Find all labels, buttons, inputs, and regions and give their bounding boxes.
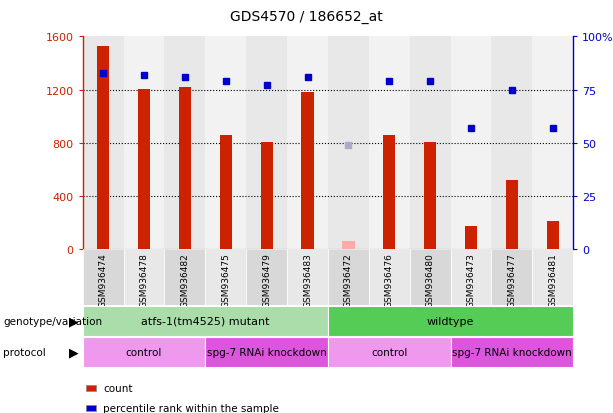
Bar: [246, 37, 287, 250]
Bar: [83, 306, 328, 336]
Bar: [328, 306, 573, 336]
Bar: [97, 47, 109, 250]
Bar: [328, 337, 451, 367]
Bar: [492, 250, 532, 306]
Text: genotype/variation: genotype/variation: [3, 316, 102, 326]
Text: ▶: ▶: [69, 315, 78, 328]
Text: GSM936480: GSM936480: [425, 253, 435, 307]
Text: wildtype: wildtype: [427, 316, 474, 326]
Text: GDS4570 / 186652_at: GDS4570 / 186652_at: [230, 10, 383, 24]
Bar: [451, 337, 573, 367]
Bar: [369, 250, 409, 306]
Text: spg-7 RNAi knockdown: spg-7 RNAi knockdown: [207, 347, 327, 357]
Bar: [302, 93, 314, 250]
Bar: [328, 250, 369, 306]
Bar: [164, 250, 205, 306]
Text: atfs-1(tm4525) mutant: atfs-1(tm4525) mutant: [141, 316, 270, 326]
Bar: [205, 337, 328, 367]
Bar: [261, 142, 273, 250]
Bar: [506, 181, 518, 250]
Bar: [409, 250, 451, 306]
Bar: [532, 250, 573, 306]
Text: spg-7 RNAi knockdown: spg-7 RNAi knockdown: [452, 347, 572, 357]
Text: GSM936473: GSM936473: [466, 253, 476, 307]
Bar: [246, 250, 287, 306]
Text: percentile rank within the sample: percentile rank within the sample: [103, 403, 279, 413]
Text: GSM936472: GSM936472: [344, 253, 353, 307]
Text: control: control: [371, 347, 408, 357]
Text: GSM936478: GSM936478: [140, 253, 148, 307]
Text: GSM936479: GSM936479: [262, 253, 271, 307]
Bar: [532, 37, 573, 250]
Text: GSM936482: GSM936482: [180, 253, 189, 307]
Bar: [424, 142, 436, 250]
Text: count: count: [103, 383, 132, 393]
Bar: [465, 227, 477, 250]
Bar: [451, 250, 492, 306]
Bar: [83, 250, 124, 306]
Bar: [124, 250, 164, 306]
Bar: [83, 337, 205, 367]
Text: GSM936475: GSM936475: [221, 253, 230, 307]
Text: GSM936474: GSM936474: [99, 253, 108, 307]
Text: ▶: ▶: [69, 346, 78, 358]
Bar: [287, 250, 328, 306]
Bar: [138, 90, 150, 250]
Text: GSM936481: GSM936481: [548, 253, 557, 307]
Bar: [219, 135, 232, 250]
Text: GSM936483: GSM936483: [303, 253, 312, 307]
Bar: [383, 135, 395, 250]
Bar: [328, 37, 369, 250]
Bar: [547, 222, 559, 250]
Bar: [369, 37, 409, 250]
Text: protocol: protocol: [3, 347, 46, 357]
Text: GSM936477: GSM936477: [508, 253, 516, 307]
Text: control: control: [126, 347, 162, 357]
Bar: [409, 37, 451, 250]
Bar: [287, 37, 328, 250]
Text: GSM936476: GSM936476: [385, 253, 394, 307]
Bar: [205, 250, 246, 306]
Bar: [205, 37, 246, 250]
Bar: [83, 37, 124, 250]
Bar: [451, 37, 492, 250]
Bar: [342, 241, 354, 250]
Bar: [124, 37, 164, 250]
Bar: [179, 88, 191, 250]
Bar: [492, 37, 532, 250]
Bar: [164, 37, 205, 250]
